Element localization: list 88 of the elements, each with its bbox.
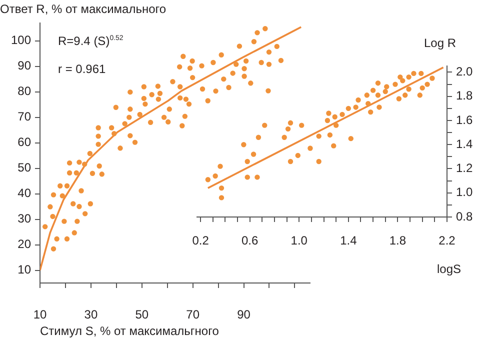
- y-tick-label: 1.6: [456, 112, 474, 127]
- point: [411, 70, 416, 76]
- point: [241, 142, 246, 148]
- point: [400, 78, 406, 84]
- point: [250, 152, 256, 157]
- point: [282, 134, 287, 140]
- point: [402, 92, 408, 98]
- point: [420, 85, 425, 91]
- x-axis-title: logS: [437, 262, 462, 276]
- point: [254, 174, 260, 180]
- y-tick-label: 50: [18, 160, 32, 175]
- x-tick-label: 90: [237, 308, 251, 322]
- point: [326, 110, 332, 116]
- y-tick-label: 30: [18, 212, 32, 226]
- point: [316, 158, 322, 164]
- point: [288, 158, 294, 164]
- y-tick-label: 60: [18, 135, 32, 150]
- x-tick-label: 70: [186, 308, 200, 322]
- point: [406, 86, 412, 92]
- point: [396, 96, 402, 102]
- x-tick-label: 10: [33, 308, 47, 322]
- point: [262, 122, 268, 128]
- point: [332, 114, 338, 120]
- y-tick-label: 1.4: [456, 136, 474, 151]
- point: [218, 185, 224, 191]
- point: [430, 76, 435, 81]
- y-tick-label: 1.2: [456, 161, 474, 176]
- point: [418, 70, 424, 76]
- y-tick-label: 1.8: [456, 88, 474, 103]
- point: [368, 109, 374, 115]
- point: [392, 82, 398, 87]
- y-tick-label: 20: [18, 237, 32, 252]
- point: [324, 118, 330, 124]
- point: [384, 84, 390, 90]
- point: [424, 82, 430, 87]
- point: [333, 122, 339, 128]
- x-tick-label: 30: [84, 308, 98, 322]
- point: [256, 134, 262, 140]
- point: [353, 104, 358, 110]
- annotation: r = 0.961: [58, 62, 106, 76]
- y-tick-label: 90: [18, 58, 32, 73]
- y-tick-label: 70: [18, 110, 32, 124]
- point: [218, 164, 223, 169]
- x-tick-label: 2.2: [438, 234, 456, 248]
- point: [364, 92, 370, 98]
- y-axis-title: Ответ R, % от максимального: [0, 2, 166, 16]
- point: [375, 92, 381, 98]
- y-tick-label: 80: [18, 84, 32, 98]
- point: [382, 88, 388, 94]
- point: [370, 88, 376, 93]
- annotation: R=9.4 (S)$^{0.52}$: [58, 34, 124, 48]
- y-tick-label: 0.8: [456, 209, 474, 224]
- point: [366, 101, 371, 106]
- point: [398, 74, 403, 80]
- point: [375, 80, 381, 86]
- y-tick-label: 40: [18, 186, 32, 200]
- point: [308, 146, 313, 151]
- point: [212, 173, 218, 179]
- y-tick-label: 10: [18, 262, 32, 277]
- y-tick-label: 100: [10, 33, 32, 48]
- point: [340, 112, 345, 118]
- x-tick-label: 1.0: [290, 234, 308, 248]
- point: [295, 152, 300, 158]
- point: [218, 195, 224, 200]
- y-axis-title: Log R: [424, 36, 456, 50]
- x-tick-label: 0.6: [241, 234, 258, 248]
- point: [285, 126, 291, 132]
- x-tick-label: 1.8: [389, 234, 406, 248]
- point: [331, 143, 336, 148]
- point: [205, 177, 211, 182]
- point: [376, 104, 382, 110]
- point: [417, 92, 422, 98]
- y-tick-label: 1.0: [456, 185, 474, 200]
- point: [244, 174, 250, 180]
- y-tick-label: 2.0: [456, 64, 474, 79]
- x-tick-label: 1.4: [340, 234, 358, 248]
- point: [348, 136, 354, 142]
- x-axis-title: Стимул S, % от максимальгного: [40, 324, 219, 338]
- point: [356, 97, 361, 103]
- point: [327, 132, 333, 138]
- point: [244, 158, 250, 164]
- x-tick-label: 50: [135, 308, 149, 322]
- point: [346, 106, 352, 112]
- point: [298, 122, 304, 128]
- point: [316, 134, 322, 139]
- point: [288, 120, 294, 126]
- point: [406, 74, 412, 80]
- x-tick-label: 0.2: [192, 234, 210, 248]
